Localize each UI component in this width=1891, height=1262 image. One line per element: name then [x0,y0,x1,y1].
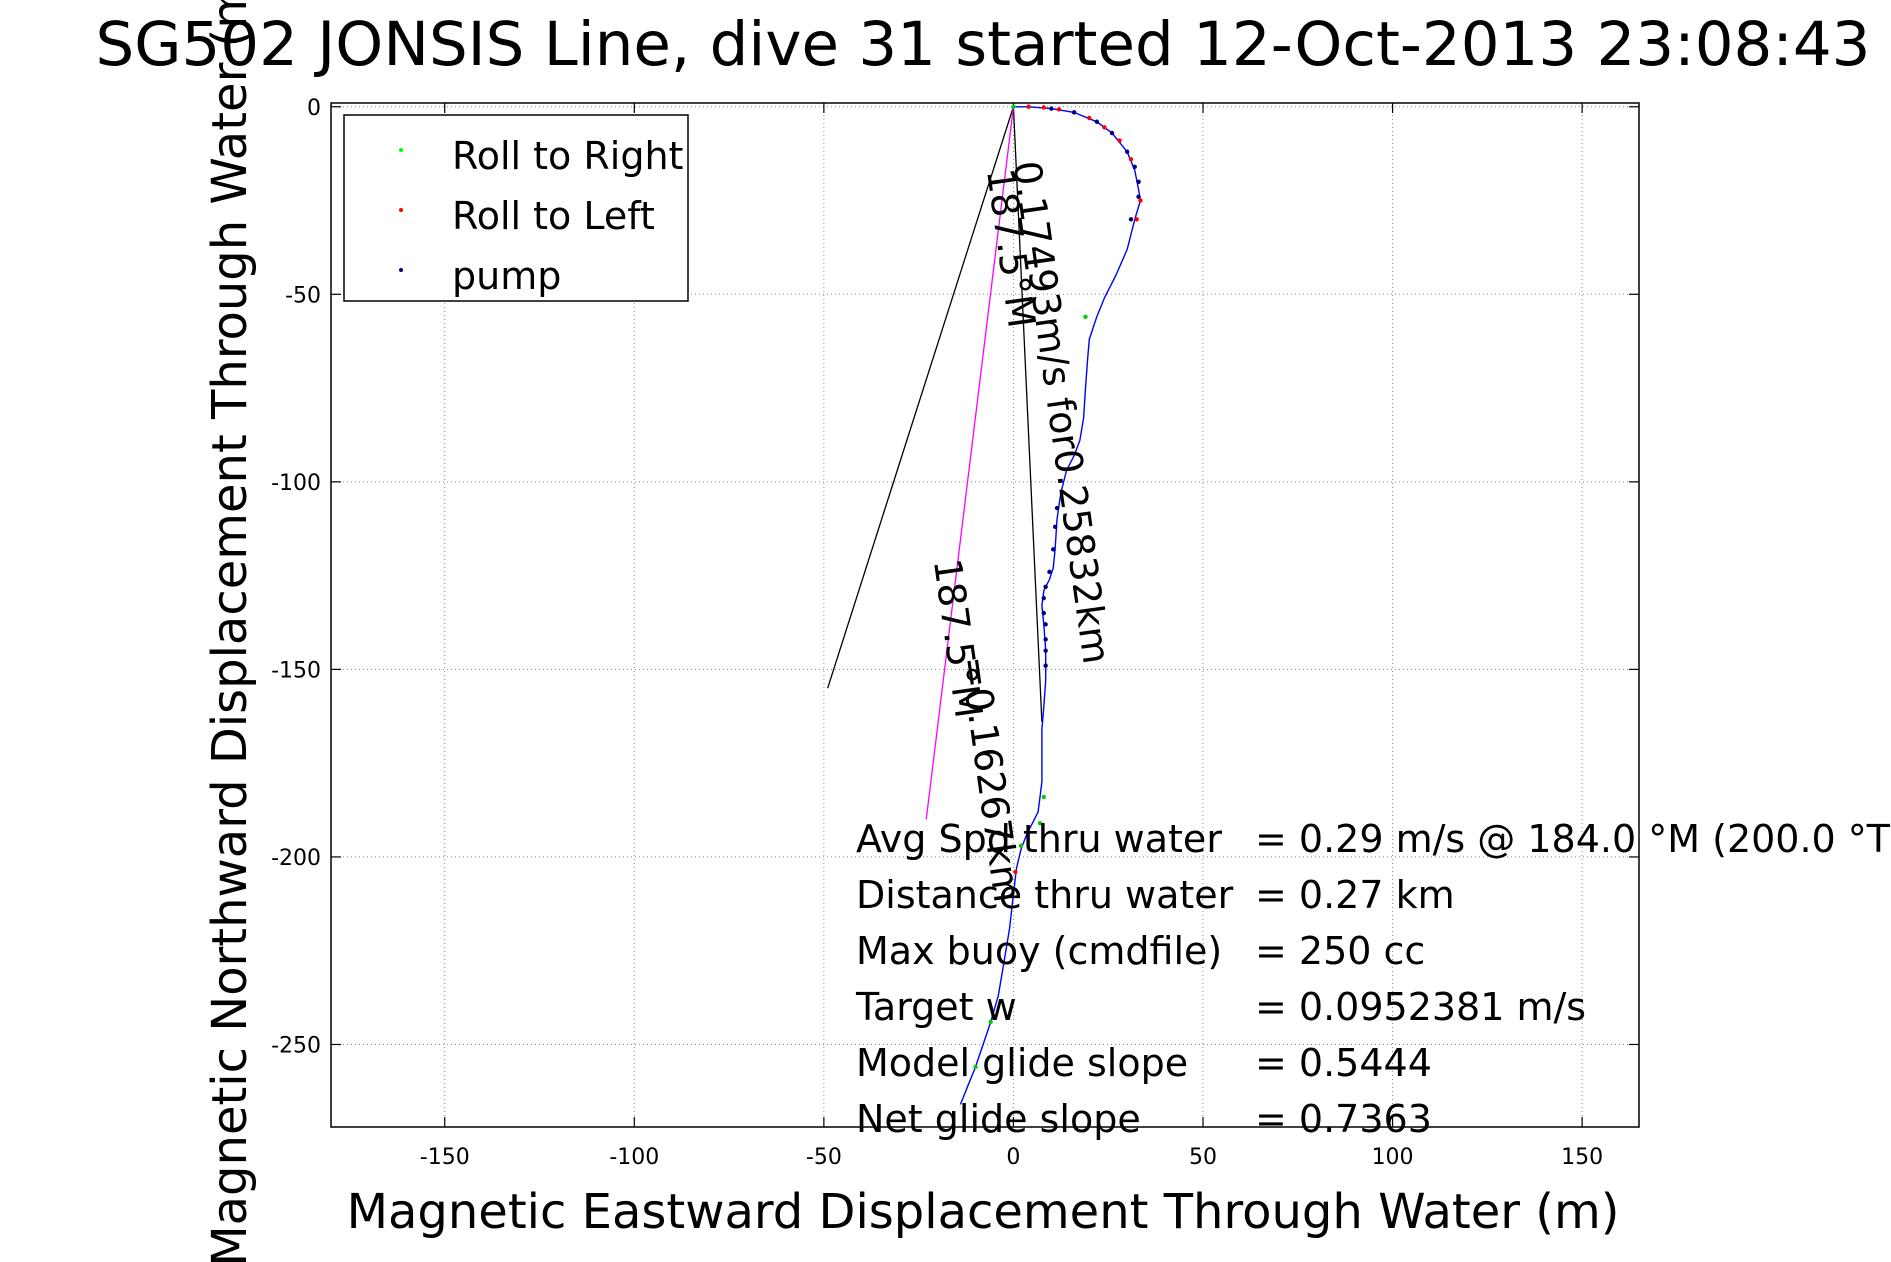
y-axis-label: Magnetic Northward Displacement Through … [202,0,258,1262]
y-tick-label: -100 [271,471,321,496]
legend-label: pump [452,254,561,298]
x-tick-label: -150 [420,1145,470,1170]
pump-marker [1109,130,1115,136]
roll-right-marker [1083,314,1088,320]
pump-marker [1043,622,1048,627]
y-tick-label: -150 [271,658,321,683]
legend-label: Roll to Right [452,134,683,178]
stat-label: Model glide slope [856,1041,1188,1085]
roll-left-marker [1087,115,1092,121]
pump-marker [1124,149,1130,154]
annotation-line [827,106,1015,689]
plot-frame [330,102,1640,1128]
chart-title: SG502 JONSIS Line, dive 31 started 12-Oc… [96,9,1871,80]
roll-right-marker [1011,104,1016,109]
roll-left-marker [1117,138,1122,143]
stat-value: = 250 cc [1255,929,1425,973]
pump-marker [1041,595,1046,601]
stat-value: = 0.29 m/s @ 184.0 °M (200.0 °T) [1255,817,1891,861]
pump-marker [1043,663,1048,668]
roll-right-marker [1018,843,1024,848]
pump-marker [1136,194,1141,199]
stat-label: Distance thru water [856,873,1234,917]
y-tick-label: 0 [307,96,321,121]
y-tick-label: -50 [285,283,321,308]
annotation-lines [827,106,1043,820]
pump-marker [1043,584,1048,590]
x-tick-label: 150 [1561,1145,1603,1170]
pump-marker [1043,648,1048,653]
roll-left-marker [1138,198,1143,203]
y-tick-label: -200 [271,846,321,871]
stat-label: Target w [855,985,1017,1029]
legend-marker [399,148,403,152]
stat-label: Max buoy (cmdfile) [856,929,1222,973]
roll-left-marker [1041,105,1046,110]
annotation-line [925,106,1015,820]
x-axis-label: Magnetic Eastward Displacement Through W… [347,1184,1620,1240]
roll-right-marker [988,1019,993,1025]
pump-marker [1052,524,1058,530]
stat-value: = 0.7363 [1255,1097,1432,1141]
stat-value: = 0.5444 [1255,1041,1432,1085]
roll-left-marker [1013,869,1018,875]
pump-marker [1094,119,1100,124]
pump-marker [1136,179,1141,184]
x-tick-label: 100 [1372,1145,1414,1170]
pump-marker [1043,637,1048,642]
legend-label: Roll to Left [452,194,655,238]
roll-right-marker [1041,794,1046,800]
roll-left-marker [1056,107,1062,112]
roll-left-marker [1134,217,1139,222]
stat-value: = 0.0952381 m/s [1255,985,1586,1029]
roll-left-marker [1026,104,1031,109]
roll-right-marker [973,1064,978,1070]
x-tick-label: -50 [806,1145,842,1170]
pump-marker [1041,610,1046,616]
legend-marker [399,268,403,272]
x-tick-label: 0 [1006,1145,1020,1170]
y-tick-label: -250 [271,1033,321,1058]
marker-group [973,104,1143,1070]
roll-left-marker [1128,157,1134,162]
pump-marker [1051,547,1056,552]
annotation-line [1012,106,1043,722]
pump-marker [1071,110,1077,115]
legend: Roll to Right Roll to Left pump [343,114,689,302]
pump-marker [1047,569,1052,575]
roll-left-marker [1102,125,1107,130]
pump-marker [1132,164,1137,169]
pump-marker [1128,217,1134,222]
legend-marker [399,208,403,212]
stats-block: Avg Spd thru water = 0.29 m/s @ 184.0 °M … [855,817,1891,1141]
grid-lines [331,103,1639,1127]
stat-label: Avg Spd thru water [856,817,1222,861]
x-tick-label: -100 [609,1145,659,1170]
stat-label: Net glide slope [856,1097,1141,1141]
pump-marker [1054,505,1060,511]
pump-marker [1049,106,1054,111]
x-tick-label: 50 [1189,1145,1217,1170]
roll-right-marker [1037,820,1043,826]
stat-value: = 0.27 km [1255,873,1455,917]
